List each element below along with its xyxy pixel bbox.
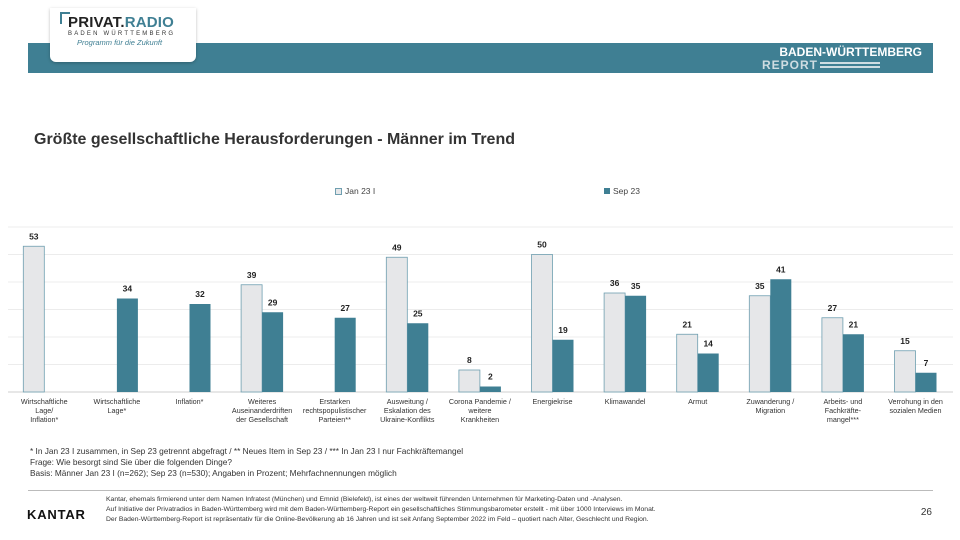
bar-sep bbox=[697, 353, 719, 392]
bar-sep bbox=[842, 334, 864, 392]
data-label: 49 bbox=[392, 242, 402, 252]
bar-jan bbox=[748, 295, 771, 393]
data-label: 21 bbox=[849, 319, 859, 329]
category-label: Erstarken rechtspopulistischer Parteien** bbox=[303, 397, 367, 424]
bar-jan bbox=[603, 292, 626, 393]
chart-title: Größte gesellschaftliche Herausforderung… bbox=[34, 131, 515, 148]
data-label: 19 bbox=[558, 325, 568, 335]
page-number: 26 bbox=[920, 507, 932, 518]
bar-sep bbox=[552, 339, 574, 392]
note-line: Basis: Männer Jan 23 I (n=262); Sep 23 (… bbox=[30, 468, 397, 478]
data-label: 50 bbox=[537, 240, 547, 250]
legend-label-sep: Sep 23 bbox=[613, 186, 640, 196]
data-label: 14 bbox=[703, 339, 713, 349]
bar-sep bbox=[479, 386, 501, 392]
footer-divider bbox=[28, 490, 933, 491]
legend-item-sep: Sep 23 bbox=[604, 186, 640, 196]
bar-jan bbox=[531, 254, 553, 393]
legend-swatch-jan bbox=[335, 187, 342, 195]
bar-chart: 53 Wirtschaftliche Lage/Inflation* 34 Wirtsc… bbox=[8, 226, 953, 424]
legend-item-jan: Jan 23 I bbox=[335, 186, 375, 196]
category-label: Verrohung in den sozialen Medien bbox=[888, 397, 943, 415]
category-label: Energiekrise bbox=[533, 397, 573, 406]
data-label: 36 bbox=[610, 278, 620, 288]
logo-bracket-icon bbox=[60, 12, 70, 24]
data-label: 21 bbox=[682, 319, 692, 329]
bar-jan bbox=[894, 350, 916, 393]
legend-label-jan: Jan 23 I bbox=[345, 186, 376, 196]
category-label: Corona Pandemie / weitere Krankheiten bbox=[449, 397, 511, 424]
bar-jan bbox=[22, 245, 45, 393]
report-subtitle: REPORT bbox=[762, 58, 819, 72]
bar-jan bbox=[821, 317, 844, 393]
category-label: Wirtschaftliche Lage* bbox=[94, 397, 141, 415]
bar-sep bbox=[116, 298, 138, 392]
bar-sep bbox=[770, 279, 792, 392]
category-label: Zuwanderung / Migration bbox=[746, 397, 794, 415]
category-label: Wirtschaftliche Lage/Inflation* bbox=[21, 397, 68, 424]
category-label: Arbeits- und Fachkräfte-mangel*** bbox=[824, 397, 863, 424]
data-label: 53 bbox=[29, 231, 39, 241]
bar-jan bbox=[676, 333, 699, 393]
data-label: 8 bbox=[467, 355, 472, 365]
data-label: 25 bbox=[413, 308, 423, 318]
data-label: 35 bbox=[631, 281, 641, 291]
data-label: 29 bbox=[268, 297, 278, 307]
bar-jan bbox=[240, 284, 263, 393]
legend-swatch-sep bbox=[604, 188, 610, 194]
footer-line: Kantar, ehemals firmierend unter dem Nam… bbox=[106, 496, 623, 503]
bar-sep bbox=[407, 323, 429, 392]
data-label: 27 bbox=[828, 303, 838, 313]
bar-jan bbox=[458, 369, 481, 393]
kantar-logo: KANTAR bbox=[27, 507, 86, 522]
category-label: Ausweitung / Eskalation des Ukraine-Konfli… bbox=[380, 397, 435, 424]
bar-jan bbox=[385, 256, 408, 393]
footer-line: Auf Initiative der Privatradios in Baden… bbox=[106, 506, 656, 513]
footer-text: Kantar, ehemals firmierend unter dem Nam… bbox=[106, 495, 656, 525]
bar-sep bbox=[262, 312, 284, 392]
data-label: 7 bbox=[924, 358, 929, 368]
logo-subline: BADEN WÜRTTEMBERG bbox=[68, 31, 176, 37]
report-stripes-icon bbox=[820, 62, 880, 72]
bar-sep bbox=[334, 317, 356, 392]
data-label: 27 bbox=[340, 303, 350, 313]
bar-sep bbox=[915, 372, 937, 392]
bar-sep bbox=[189, 304, 211, 392]
category-label: Weiteres Auseinanderdriften der Gesellscha… bbox=[232, 397, 292, 424]
logo-wordmark: PRIVAT.RADIO bbox=[68, 14, 175, 31]
data-label: 2 bbox=[488, 372, 493, 382]
category-label: Armut bbox=[688, 397, 707, 406]
data-label: 35 bbox=[755, 281, 765, 291]
note-line: Frage: Wie besorgt sind Sie über die fol… bbox=[30, 457, 233, 467]
note-line: * In Jan 23 I zusammen, in Sep 23 getren… bbox=[30, 446, 464, 456]
bar-sep bbox=[625, 295, 647, 392]
data-label: 39 bbox=[247, 270, 257, 280]
category-label: Klimawandel bbox=[605, 397, 646, 406]
logo-tagline: Programm für die Zukunft bbox=[77, 38, 163, 47]
privat-radio-logo: PRIVAT.RADIO BADEN WÜRTTEMBERG Programm … bbox=[50, 8, 196, 62]
data-label: 34 bbox=[123, 284, 133, 294]
chart-notes: * In Jan 23 I zusammen, in Sep 23 getren… bbox=[30, 446, 463, 479]
data-label: 15 bbox=[900, 336, 910, 346]
report-title: BADEN-WÜRTTEMBERG bbox=[779, 45, 922, 59]
data-label: 41 bbox=[776, 264, 786, 274]
category-label: Inflation* bbox=[176, 397, 204, 406]
footer-line: Der Baden-Württemberg-Report ist repräse… bbox=[106, 516, 649, 523]
data-label: 32 bbox=[195, 289, 205, 299]
